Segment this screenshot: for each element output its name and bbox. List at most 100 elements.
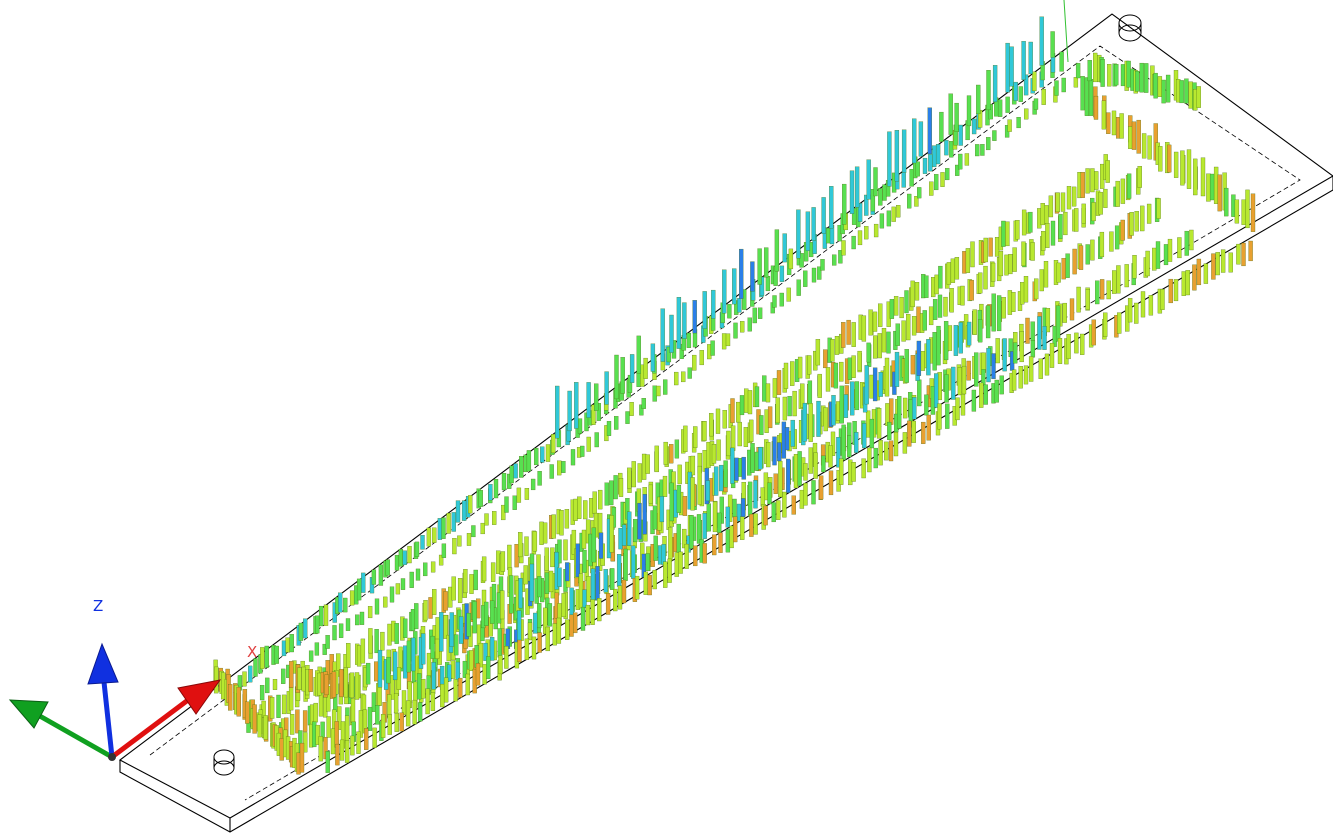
support-pillar [702, 291, 707, 329]
support-pillar [565, 562, 570, 582]
support-pillar [645, 553, 650, 572]
support-pillar [1028, 41, 1033, 75]
support-pillar [776, 370, 782, 395]
support-pillar [953, 325, 959, 356]
support-pillar [443, 615, 448, 639]
support-pillar [876, 408, 882, 439]
support-pillar [387, 714, 392, 735]
support-pillar [833, 362, 839, 389]
support-pillar [452, 538, 457, 555]
support-pillar [450, 660, 456, 679]
support-pillar [302, 710, 308, 732]
support-pillar [964, 153, 970, 166]
support-pillar [786, 458, 791, 493]
support-pillar [882, 184, 887, 201]
support-pillar [580, 445, 585, 457]
support-pillar [1016, 117, 1021, 129]
support-pillar [864, 365, 869, 405]
support-pillar [531, 636, 537, 660]
support-pillar [323, 604, 329, 626]
support-pillar [462, 660, 468, 678]
support-pillar [782, 396, 788, 421]
support-pillar [669, 482, 674, 522]
support-pillar [1045, 308, 1051, 333]
support-pillar [339, 739, 345, 761]
support-pillar [847, 435, 852, 458]
support-pillar [974, 352, 979, 387]
support-pillar [621, 524, 627, 546]
support-pillar [709, 413, 714, 437]
support-pillar [517, 610, 522, 643]
support-pillar [1066, 334, 1071, 360]
support-pillar [980, 144, 985, 156]
support-pillar [421, 678, 426, 699]
support-pillar [886, 331, 891, 354]
support-pillar [440, 683, 445, 708]
support-pillar [1116, 265, 1121, 294]
support-pillar [807, 380, 813, 404]
support-pillar [676, 485, 682, 513]
support-pillar [654, 445, 659, 473]
support-pillar [841, 322, 846, 348]
support-pillar [788, 248, 794, 270]
support-pillar [834, 336, 840, 355]
support-pillar [1095, 280, 1100, 305]
support-pillar [483, 642, 488, 661]
support-pillar [1037, 316, 1042, 350]
support-pillar [537, 576, 542, 598]
support-pillar [1091, 202, 1096, 222]
support-pillar [1044, 205, 1049, 225]
support-pillar [398, 646, 403, 669]
support-pillar [345, 618, 351, 631]
support-pillar [857, 203, 863, 222]
support-pillar [943, 321, 949, 361]
support-pillar [721, 333, 727, 350]
support-pillar [326, 716, 331, 738]
support-pillar [732, 268, 737, 305]
support-pillar [374, 598, 380, 615]
support-pillar [929, 181, 934, 196]
support-pillar [648, 484, 653, 504]
support-pillar [943, 296, 948, 317]
support-pillar [725, 506, 730, 528]
support-pillar [839, 458, 844, 485]
support-pillar [887, 421, 892, 440]
support-pillar [512, 495, 517, 510]
support-pillar [642, 494, 647, 535]
support-pillar [881, 328, 887, 353]
support-pillar [1076, 286, 1081, 313]
support-pillar [772, 436, 777, 466]
support-pillar [1043, 261, 1049, 288]
support-pillar [1058, 214, 1063, 239]
support-pillar [928, 306, 934, 326]
support-pillar [430, 635, 435, 659]
support-pillar [998, 251, 1004, 277]
support-pillar [774, 229, 780, 272]
support-pillar [857, 350, 862, 371]
support-pillar [317, 672, 322, 696]
support-pillar [596, 403, 601, 421]
support-pillar [1209, 173, 1215, 201]
support-pillar [787, 396, 792, 417]
support-pillar [1105, 160, 1110, 183]
support-pillar [1080, 76, 1085, 111]
support-pillar [355, 614, 360, 626]
support-pillar [808, 403, 813, 442]
support-pillar [627, 467, 632, 489]
support-pillar [298, 622, 304, 641]
support-pillar [740, 516, 745, 540]
support-pillar [912, 118, 917, 164]
support-pillar [1008, 254, 1013, 275]
support-pillar [1025, 317, 1030, 344]
support-pillar [598, 489, 603, 510]
support-pillar [1114, 225, 1120, 250]
support-pillar [861, 315, 867, 342]
support-pillar [475, 663, 481, 686]
support-pillar [872, 311, 878, 332]
support-pillar [784, 427, 790, 451]
support-pillar [991, 353, 996, 380]
support-pillar [786, 287, 791, 302]
support-pillar [893, 296, 899, 316]
support-pillar [935, 144, 941, 165]
